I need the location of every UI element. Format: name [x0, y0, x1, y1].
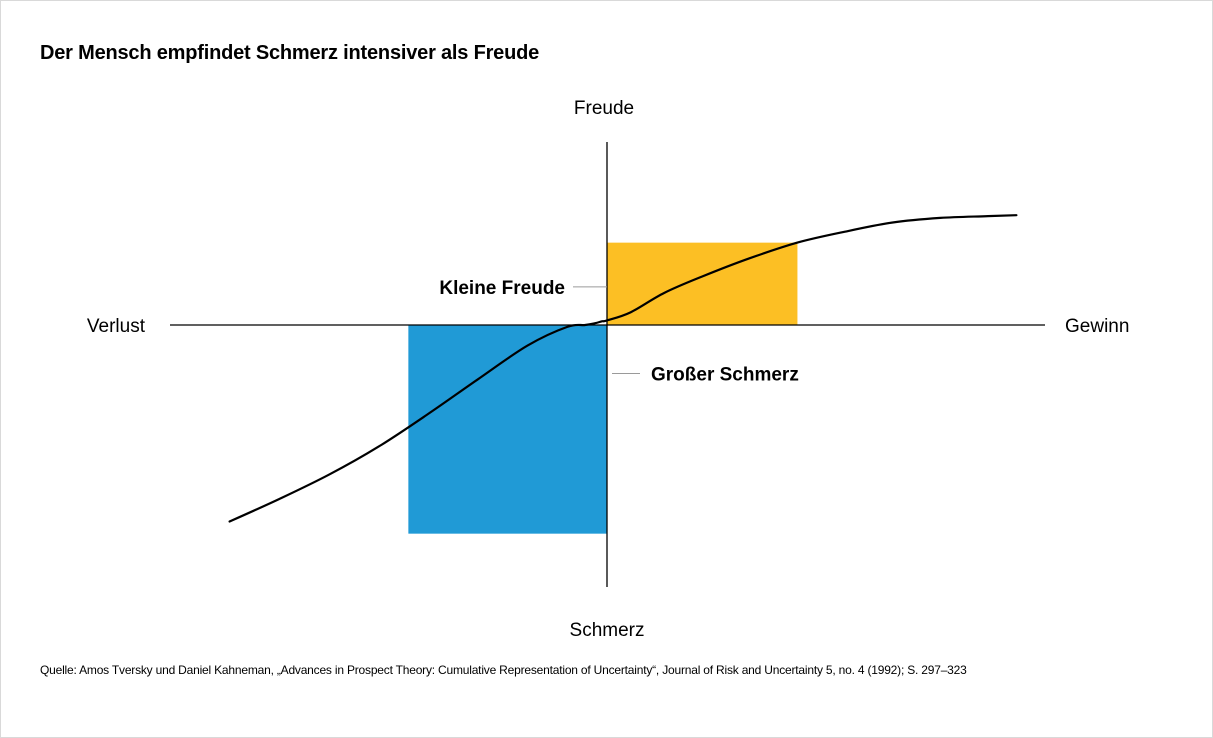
gain-box: [607, 242, 798, 325]
x-positive-label: Gewinn: [1065, 316, 1129, 337]
chart-title: Der Mensch empfindet Schmerz intensiver …: [40, 42, 540, 64]
annotation-kleine-freude: Kleine Freude: [439, 278, 565, 299]
annotation-grosser-schmerz: Großer Schmerz: [651, 364, 799, 385]
y-negative-label: Schmerz: [570, 620, 645, 641]
source-note: Quelle: Amos Tversky und Daniel Kahneman…: [40, 663, 967, 677]
y-positive-label: Freude: [574, 98, 634, 119]
x-negative-label: Verlust: [87, 316, 146, 337]
loss-box: [408, 325, 607, 534]
value-curve: [228, 214, 1018, 523]
